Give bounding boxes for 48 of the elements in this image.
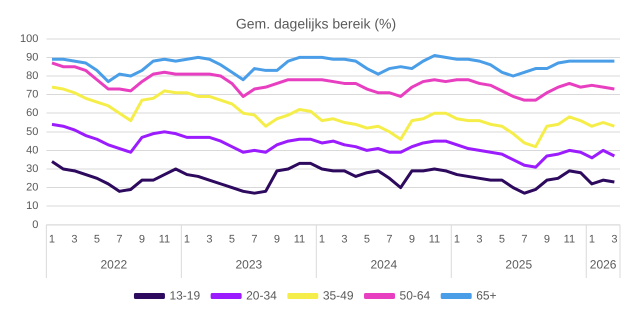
legend-label: 65+	[476, 288, 497, 302]
x-tick-label: 5	[498, 233, 505, 246]
text: 2022	[100, 257, 128, 272]
x-tick-label: 1	[184, 233, 190, 246]
x-tick-label: 5	[94, 233, 100, 246]
x-tick-label: 3	[341, 233, 348, 246]
y-tick-label: 0	[32, 218, 38, 231]
x-tick-label: 11	[428, 233, 440, 246]
x-tick-label: 9	[138, 233, 146, 246]
x-tick-label: 11	[158, 233, 170, 246]
x-tick-label: 5	[364, 233, 370, 246]
y-tick-label: 80	[26, 70, 38, 82]
x-tick-label: 9	[274, 233, 280, 246]
legend-label: 50-64	[400, 288, 431, 302]
x-tick-label: 9	[408, 233, 415, 246]
chart-title: Gem. dagelijks bereik (%)	[236, 15, 396, 32]
x-tick-label: 7	[116, 233, 123, 246]
text: 2024	[370, 257, 398, 272]
y-tick-label: 40	[26, 144, 38, 156]
x-tick-label: 11	[294, 233, 306, 246]
x-tick-label: 3	[71, 233, 78, 246]
y-tick-label: 30	[26, 163, 38, 176]
text: 2023	[235, 257, 262, 272]
x-tick-label: 5	[228, 233, 236, 246]
legend-label: 20-34	[246, 288, 278, 302]
legend-label: 35-49	[322, 288, 354, 302]
x-tick-label: 1	[454, 233, 460, 246]
y-tick-label: 50	[26, 126, 38, 138]
y-tick-label: 90	[26, 51, 38, 64]
y-tick-label: 60	[26, 107, 38, 120]
x-tick-label: 1	[48, 233, 56, 246]
y-tick-label: 20	[26, 182, 38, 194]
y-tick-label: 10	[26, 200, 38, 212]
x-tick-label: 7	[251, 233, 258, 246]
x-tick-label: 7	[521, 233, 528, 246]
x-tick-label: 1	[588, 233, 595, 246]
x-tick-label: 9	[544, 233, 550, 246]
x-tick-label: 3	[476, 233, 482, 246]
text: 2026	[590, 257, 617, 272]
x-tick-label: 3	[206, 233, 213, 246]
x-tick-label: 11	[564, 233, 576, 246]
x-tick-label: 3	[611, 233, 618, 246]
x-tick-label: 7	[386, 233, 392, 246]
legend-label: 13-19	[169, 288, 200, 302]
x-tick-label: 1	[318, 233, 325, 246]
text: 2025	[505, 257, 532, 272]
y-tick-label: 70	[26, 88, 38, 101]
y-tick-label: 100	[20, 32, 38, 45]
